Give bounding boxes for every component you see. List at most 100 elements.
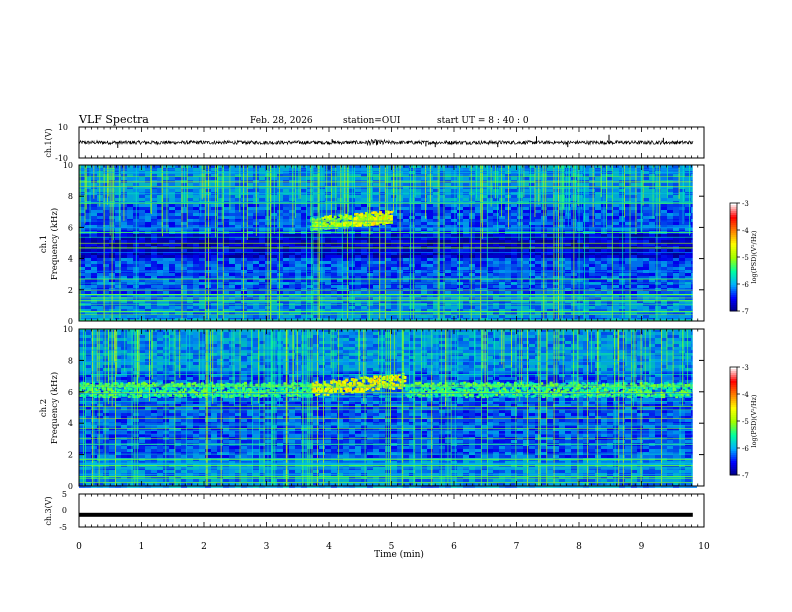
noise-cell — [115, 306, 121, 309]
noise-cell — [181, 180, 187, 183]
noise-cell — [343, 165, 349, 168]
noise-cell — [529, 243, 535, 246]
noise-cell — [655, 300, 661, 303]
noise-cell — [337, 261, 343, 264]
noise-cell — [403, 261, 409, 264]
noise-cell — [343, 207, 349, 210]
noise-cell — [313, 252, 319, 255]
noise-cell — [121, 240, 127, 243]
noise-cell — [433, 213, 439, 216]
noise-cell — [469, 213, 475, 216]
noise-cell — [331, 252, 337, 255]
noise-cell — [415, 198, 421, 201]
noise-cell — [235, 180, 241, 183]
noise-cell — [283, 174, 289, 177]
noise-cell — [289, 243, 295, 246]
noise-cell — [511, 222, 517, 225]
noise-cell — [373, 255, 379, 258]
noise-cell — [577, 240, 583, 243]
noise-cell — [415, 279, 421, 282]
noise-cell — [511, 300, 517, 303]
noise-cell — [673, 237, 679, 240]
noise-cell — [145, 261, 151, 264]
noise-cell — [487, 180, 493, 183]
noise-cell — [391, 276, 397, 279]
noise-cell — [433, 252, 439, 255]
noise-cell — [667, 261, 673, 264]
noise-cell — [595, 252, 601, 255]
noise-cell — [343, 282, 349, 285]
noise-cell — [631, 300, 637, 303]
noise-cell — [283, 279, 289, 282]
noise-cell — [361, 180, 367, 183]
noise-cell — [529, 258, 535, 261]
noise-cell — [469, 228, 475, 231]
noise-cell — [601, 279, 607, 282]
noise-cell — [271, 276, 277, 279]
noise-cell — [439, 198, 445, 201]
noise-cell — [313, 204, 319, 207]
noise-cell — [523, 240, 529, 243]
noise-cell — [673, 198, 679, 201]
noise-cell — [607, 174, 613, 177]
noise-cell — [577, 258, 583, 261]
noise-cell — [673, 243, 679, 246]
noise-cell — [367, 234, 373, 237]
noise-cell — [211, 243, 217, 246]
noise-cell — [475, 180, 481, 183]
noise-cell — [355, 273, 361, 276]
noise-cell — [241, 273, 247, 276]
noise-cell — [421, 177, 427, 180]
noise-cell — [283, 264, 289, 267]
noise-cell — [325, 234, 331, 237]
noise-cell — [481, 183, 487, 186]
noise-cell — [229, 261, 235, 264]
noise-cell — [259, 195, 265, 198]
noise-cell — [607, 219, 613, 222]
noise-cell — [409, 252, 415, 255]
noise-cell — [493, 285, 499, 288]
noise-cell — [619, 252, 625, 255]
noise-cell — [637, 261, 643, 264]
noise-cell — [289, 279, 295, 282]
noise-cell — [289, 282, 295, 285]
noise-cell — [163, 306, 169, 309]
noise-cell — [439, 291, 445, 294]
noise-cell — [469, 234, 475, 237]
noise-cell — [403, 273, 409, 276]
noise-cell — [79, 282, 85, 285]
noise-cell — [583, 261, 589, 264]
noise-cell — [409, 213, 415, 216]
noise-cell — [493, 174, 499, 177]
noise-cell — [499, 240, 505, 243]
noise-cell — [583, 282, 589, 285]
noise-cell — [403, 279, 409, 282]
noise-cell — [511, 174, 517, 177]
noise-cell — [151, 234, 157, 237]
noise-cell — [301, 240, 307, 243]
noise-cell — [235, 261, 241, 264]
noise-cell — [493, 219, 499, 222]
noise-cell — [145, 180, 151, 183]
noise-cell — [613, 291, 619, 294]
noise-cell — [523, 195, 529, 198]
noise-cell — [259, 252, 265, 255]
noise-cell — [505, 258, 511, 261]
noise-cell — [445, 267, 451, 270]
noise-cell — [403, 216, 409, 219]
noise-cell — [637, 210, 643, 213]
noise-cell — [367, 264, 373, 267]
noise-cell — [583, 189, 589, 192]
noise-cell — [313, 300, 319, 303]
noise-cell — [373, 249, 379, 252]
noise-cell — [301, 189, 307, 192]
noise-cell — [355, 180, 361, 183]
noise-cell — [643, 213, 649, 216]
noise-cell — [307, 285, 313, 288]
noise-cell — [211, 219, 217, 222]
noise-cell — [475, 204, 481, 207]
noise-cell — [613, 264, 619, 267]
noise-cell — [367, 300, 373, 303]
noise-cell — [391, 240, 397, 243]
noise-cell — [619, 219, 625, 222]
